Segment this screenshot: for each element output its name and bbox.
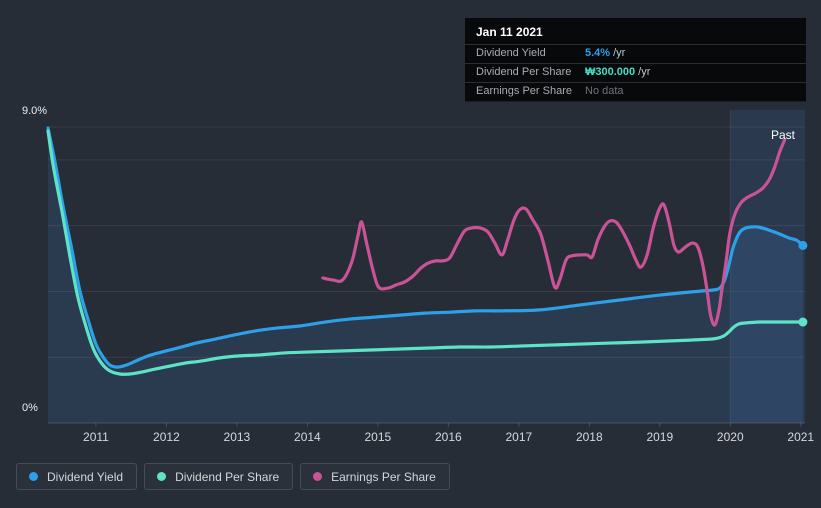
legend-item-earnings-per-share[interactable]: Earnings Per Share [300, 463, 450, 490]
x-axis-label-2011: 2011 [83, 430, 109, 444]
legend-item-label: Dividend Yield [47, 469, 124, 484]
tooltip-row-label: Earnings Per Share [476, 85, 572, 97]
tooltip-row-suffix: /yr [613, 47, 626, 59]
tooltip-row-dividend-per-share: Dividend Per Share ₩300.000 /yr [465, 64, 806, 83]
x-axis-label-2016: 2016 [434, 430, 462, 444]
x-axis-label-2012: 2012 [153, 430, 180, 444]
tooltip-row-value: 5.4% [585, 47, 611, 59]
tooltip-row-suffix: /yr [638, 66, 651, 78]
tooltip-row-value: No data [585, 85, 624, 97]
x-axis-label-2015: 2015 [364, 430, 392, 444]
series-area-dividend-yield [48, 127, 803, 423]
tooltip-row-earnings-per-share: Earnings Per Share No data [465, 83, 806, 102]
y-axis-label-min: 0% [22, 402, 38, 414]
legend-item-dividend-yield[interactable]: Dividend Yield [16, 463, 138, 490]
series-end-dot-dividend-yield [798, 240, 808, 250]
x-axis-label-2018: 2018 [575, 430, 603, 444]
y-axis-label-max: 9.0% [22, 105, 48, 117]
x-axis-label-2013: 2013 [223, 430, 251, 444]
chart-legend: Dividend Yield Dividend Per Share Earnin… [16, 463, 450, 490]
x-axis-label-2020: 2020 [716, 430, 744, 444]
series-line-earnings-per-share [321, 138, 787, 327]
past-region-band [730, 110, 805, 423]
series-line-dividend-per-share [46, 129, 805, 376]
x-axis-label-2021: 2021 [787, 430, 815, 444]
tooltip-row-value: ₩300.000 [585, 66, 636, 78]
series-line-dividend-yield [46, 126, 805, 369]
tooltip-row-dividend-yield: Dividend Yield 5.4% /yr [465, 45, 806, 64]
chart-tooltip: Jan 11 2021 Dividend Yield 5.4% /yr Divi… [465, 18, 806, 102]
legend-item-label: Dividend Per Share [175, 469, 280, 484]
past-region-label: Past [771, 128, 796, 142]
x-axis-label-2017: 2017 [505, 430, 533, 444]
tooltip-row-label: Dividend Per Share [476, 66, 572, 78]
series-end-dot-dividend-per-share [798, 317, 808, 327]
tooltip-row-label: Dividend Yield [476, 47, 546, 59]
x-axis-label-2014: 2014 [294, 430, 321, 444]
legend-item-label: Earnings Per Share [331, 469, 436, 484]
legend-item-dividend-per-share[interactable]: Dividend Per Share [144, 463, 294, 490]
series-color-dot-icon [157, 472, 167, 481]
series-color-dot-icon [29, 472, 38, 481]
tooltip-date: Jan 11 2021 [465, 18, 806, 45]
x-axis-label-2019: 2019 [646, 430, 674, 444]
series-color-dot-icon [313, 472, 323, 481]
